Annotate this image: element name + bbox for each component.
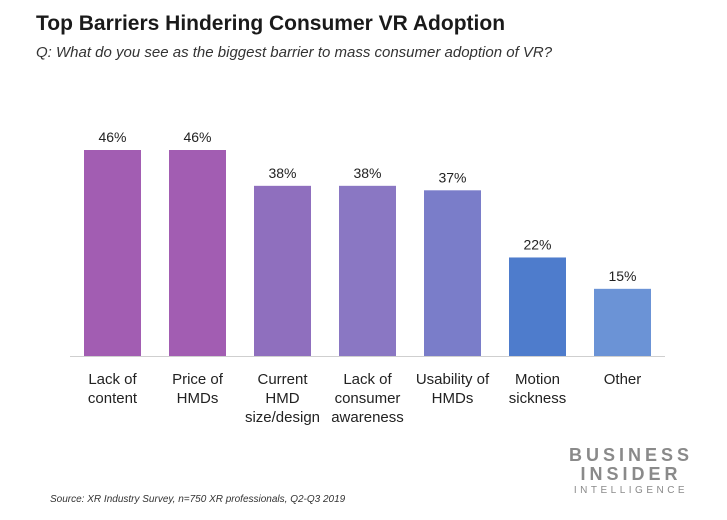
value-label-7: 15%	[608, 268, 636, 284]
chart-subtitle: Q: What do you see as the biggest barrie…	[36, 44, 553, 61]
bar-2	[169, 150, 226, 356]
category-label-5: Usability of HMDs	[416, 371, 490, 407]
value-label-1: 46%	[98, 129, 126, 145]
category-label-4: Lack of consumer awareness	[331, 371, 404, 426]
chart-title: Top Barriers Hindering Consumer VR Adopt…	[36, 12, 506, 35]
value-labels-group: 46% 46% 38% 38% 37% 22% 15%	[98, 129, 636, 284]
value-label-2: 46%	[183, 129, 211, 145]
category-label-2: Price of HMDs	[172, 371, 224, 407]
category-label-6: Motion sickness	[509, 371, 567, 407]
value-label-4: 38%	[353, 165, 381, 181]
bar-5	[424, 190, 481, 356]
bar-1	[84, 150, 141, 356]
business-insider-logo: BUSINESS INSIDER INTELLIGENCE	[569, 446, 693, 498]
category-label-3: Current HMD size/design	[245, 371, 320, 426]
category-labels-group: Lack of content Price of HMDs Current HMD size…	[88, 371, 641, 426]
value-label-3: 38%	[268, 165, 296, 181]
bar-4	[339, 185, 396, 356]
bar-6	[509, 257, 566, 356]
logo-line-intelligence: INTELLIGENCE	[573, 485, 689, 496]
bar-7	[594, 288, 651, 356]
bar-3	[254, 185, 311, 356]
bars-group	[84, 150, 651, 356]
logo-line-business: BUSINESS	[568, 445, 693, 465]
category-label-7: Other	[604, 371, 642, 388]
category-label-1: Lack of content	[88, 371, 138, 407]
logo-line-insider: INSIDER	[580, 464, 682, 484]
value-label-6: 22%	[523, 236, 551, 252]
source-note: Source: XR Industry Survey, n=750 XR pro…	[50, 494, 346, 505]
value-label-5: 37%	[438, 169, 466, 185]
